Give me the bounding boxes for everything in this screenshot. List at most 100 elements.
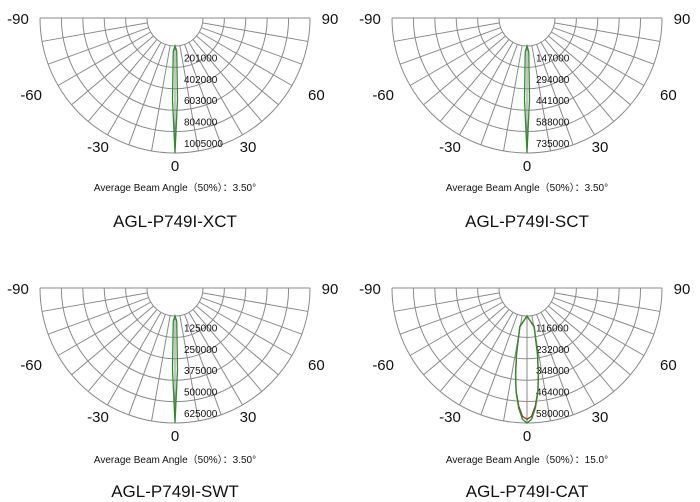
grid-spoke	[196, 305, 279, 376]
angle-tick-label: -90	[359, 281, 381, 298]
grid-spoke	[548, 305, 631, 376]
polar-chart-4: 116000 232000 348000 464000 580000 -90 -60 -30 0…	[359, 281, 690, 501]
grid-spoke	[540, 311, 595, 406]
grid-spoke	[107, 311, 162, 406]
angle-tick-label: -60	[372, 357, 394, 374]
angle-tick-label: 0	[171, 158, 179, 175]
angle-tick-label: 30	[240, 409, 257, 426]
radial-tick-label: 250000	[184, 345, 218, 356]
radial-tick-label: 116000	[536, 323, 569, 334]
grid-spoke	[459, 311, 514, 406]
grid-spoke	[47, 297, 149, 335]
angle-tick-label: 0	[523, 158, 531, 175]
angle-tick-label: -60	[372, 87, 394, 104]
grid-spoke	[179, 315, 199, 422]
angle-tick-label: 90	[674, 11, 691, 28]
angle-tick-label: -90	[359, 11, 381, 28]
grid-spoke	[192, 309, 263, 392]
grid-spoke	[550, 301, 645, 356]
angle-tick-label: 90	[674, 281, 691, 298]
radial-tick-label: 804000	[184, 118, 218, 129]
radial-tick-label: 294000	[536, 75, 570, 86]
angle-tick-label: 60	[660, 87, 677, 104]
model-name: AGL-P749I-SCT	[465, 212, 589, 231]
angle-tick-label: -30	[87, 409, 109, 426]
grid-spoke	[198, 301, 293, 356]
grid-spoke	[151, 45, 171, 152]
angle-tick-label: 60	[660, 357, 677, 374]
angle-tick-label: 30	[592, 139, 609, 156]
grid-spoke	[192, 39, 263, 122]
angle-tick-label: 0	[523, 428, 531, 445]
grid-spoke	[536, 314, 574, 416]
grid-spoke	[41, 292, 148, 312]
grid-spoke	[87, 309, 158, 392]
grid-spoke	[198, 31, 293, 86]
grid-spoke	[480, 44, 518, 146]
beam-angle-caption: Average Beam Angle（50%）：3.50°	[94, 182, 256, 194]
beam-angle-caption: Average Beam Angle（50%）：15.0°	[446, 454, 608, 466]
model-name: AGL-P749I-CAT	[466, 482, 589, 501]
grid-spoke	[439, 39, 510, 122]
radial-tick-label: 441000	[536, 96, 570, 107]
angle-tick-label: 30	[592, 409, 609, 426]
grid-spoke	[57, 301, 152, 356]
distribution-curve-2	[514, 314, 540, 424]
angle-tick-label: 90	[322, 11, 339, 28]
grid-spoke	[550, 31, 645, 86]
radial-tick-label: 500000	[184, 388, 218, 399]
grid-spoke	[536, 44, 574, 146]
grid-spoke	[57, 31, 152, 86]
grid-spoke	[480, 314, 518, 416]
radial-tick-label: 1005000	[184, 139, 223, 150]
radial-tick-label: 402000	[184, 75, 218, 86]
angle-tick-label: -90	[7, 11, 29, 28]
grid-spoke	[548, 35, 631, 106]
grid-spoke	[188, 311, 243, 406]
angle-tick-label: -30	[87, 139, 109, 156]
grid-spoke	[423, 305, 506, 376]
distribution-curve-1	[171, 313, 179, 424]
radial-tick-label: 580000	[536, 409, 570, 420]
polar-chart-2: 147000 294000 441000 588000 735000 -90 -60 -30 0…	[359, 11, 690, 231]
distribution-curve-1	[523, 43, 531, 154]
angle-tick-label: 0	[171, 428, 179, 445]
grid-spoke	[409, 31, 504, 86]
grid-spoke	[544, 309, 615, 392]
radial-tick-label: 375000	[184, 366, 218, 377]
grid-spoke	[399, 297, 501, 335]
grid-spoke	[554, 22, 661, 42]
grid-spoke	[71, 305, 154, 376]
angle-tick-label: 30	[240, 139, 257, 156]
grid-spoke	[423, 35, 506, 106]
beam-angle-caption: Average Beam Angle（50%）：3.50°	[446, 182, 608, 194]
grid-spoke	[553, 297, 655, 335]
angle-tick-label: -60	[20, 87, 42, 104]
grid-spoke	[184, 314, 222, 416]
radial-tick-label: 625000	[184, 409, 218, 420]
grid-spoke	[196, 35, 279, 106]
grid-spoke	[107, 41, 162, 136]
grid-spoke	[393, 292, 500, 312]
grid-spoke	[128, 314, 166, 416]
model-name: AGL-P749I-SWT	[111, 482, 239, 501]
radial-tick-label: 232000	[536, 345, 570, 356]
grid-spoke	[553, 27, 655, 65]
grid-spoke	[188, 41, 243, 136]
grid-spoke	[544, 39, 615, 122]
angle-tick-label: -90	[7, 281, 29, 298]
radial-tick-label: 735000	[536, 139, 570, 150]
model-name: AGL-P749I-XCT	[113, 212, 237, 231]
grid-spoke	[439, 309, 510, 392]
angle-tick-label: 60	[308, 87, 325, 104]
radial-tick-label: 348000	[536, 366, 570, 377]
grid-spoke	[503, 45, 523, 152]
grid-spoke	[128, 44, 166, 146]
grid-spoke	[393, 22, 500, 42]
angle-tick-label: -30	[439, 409, 461, 426]
grid-spoke	[41, 22, 148, 42]
radial-tick-label: 201000	[184, 53, 218, 64]
grid-spoke	[71, 35, 154, 106]
angle-tick-label: 60	[308, 357, 325, 374]
